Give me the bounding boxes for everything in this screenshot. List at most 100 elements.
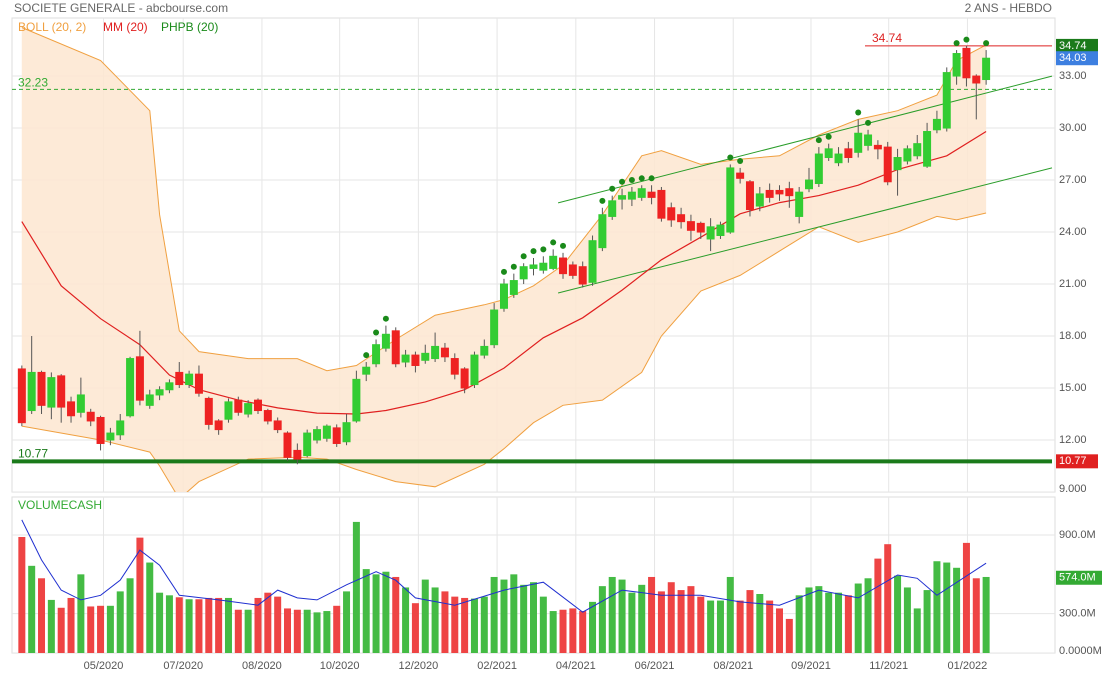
- chart-title: SOCIETE GENERALE - abcbourse.com: [14, 1, 228, 15]
- candle-body: [913, 143, 922, 157]
- volume-average: [21, 519, 987, 613]
- candle-body: [67, 401, 76, 417]
- candle-body: [549, 255, 558, 269]
- x-tick-label: 10/2020: [320, 660, 360, 672]
- candle-body: [27, 371, 36, 412]
- candle-body: [785, 188, 794, 197]
- volume-bar: [372, 574, 380, 653]
- x-tick-label: 09/2021: [791, 660, 831, 672]
- volume-bar: [884, 544, 892, 653]
- volume-bar: [667, 582, 675, 653]
- candle-body: [332, 427, 341, 444]
- candle-body: [431, 345, 440, 360]
- volume-bar: [215, 597, 223, 653]
- volume-bar: [461, 597, 469, 653]
- volume-plot: [12, 497, 1055, 653]
- candle-body: [667, 207, 676, 221]
- legend-entry: BOLL (20, 2): [18, 20, 86, 34]
- x-tick-label: 08/2020: [242, 660, 282, 672]
- candle-body: [539, 262, 548, 271]
- candle-body: [47, 377, 56, 408]
- volume-bar: [687, 586, 695, 653]
- candle-body: [716, 224, 725, 237]
- candle-body: [923, 131, 932, 167]
- volume-bar: [746, 590, 754, 653]
- volume-bar: [224, 597, 232, 653]
- volume-bar: [707, 600, 715, 653]
- volume-bar: [903, 587, 911, 653]
- volume-bar: [57, 607, 65, 653]
- x-tick-label: 02/2021: [477, 660, 517, 672]
- volume-bar: [185, 599, 193, 653]
- candle-body: [460, 368, 469, 389]
- volume-bar: [156, 592, 164, 653]
- volume-bar: [766, 600, 774, 653]
- volume-bar: [382, 571, 390, 653]
- candle-body: [263, 410, 272, 422]
- volume-bar: [569, 608, 577, 653]
- signal-dot: [855, 109, 862, 116]
- volume-bar: [815, 586, 823, 653]
- volume-bar: [146, 562, 154, 653]
- candle-body: [529, 264, 538, 269]
- volume-bar: [392, 576, 400, 653]
- candle-body: [982, 57, 991, 81]
- x-tick-label: 06/2021: [635, 660, 675, 672]
- volume-bar: [97, 605, 105, 653]
- candle-body: [736, 172, 745, 179]
- volume-bar: [136, 537, 144, 653]
- y-tick-label: 12.00: [1059, 434, 1087, 446]
- candle-body: [864, 134, 873, 146]
- y-tick-label: 30.00: [1059, 122, 1087, 134]
- volume-bar: [411, 603, 419, 653]
- volume-bar: [352, 521, 360, 653]
- volume-bar: [116, 591, 124, 653]
- candle-body: [559, 257, 568, 275]
- level-label: 34.74: [872, 31, 902, 45]
- volume-bar: [953, 567, 961, 653]
- y-tick-label: 21.00: [1059, 278, 1087, 290]
- candle-body: [283, 432, 292, 458]
- candle-body: [657, 189, 666, 219]
- y-tick-label: 33.00: [1059, 70, 1087, 82]
- period: 2 ANS - HEBDO: [965, 1, 1052, 15]
- signal-dot: [363, 352, 370, 359]
- candle-body: [805, 179, 814, 190]
- volume-bar: [726, 576, 734, 653]
- volume-bar: [441, 591, 449, 653]
- volume-bar: [972, 578, 980, 653]
- candle-body: [17, 368, 26, 424]
- candle-body: [726, 167, 735, 233]
- signal-dot: [619, 178, 626, 185]
- candle-body: [706, 226, 715, 240]
- volume-bar: [598, 586, 606, 653]
- volume-bar: [126, 578, 134, 653]
- volume-bar: [87, 606, 95, 653]
- candle-body: [204, 397, 213, 425]
- volume-bar: [874, 558, 882, 653]
- candle-body: [273, 420, 282, 431]
- signal-dot: [825, 133, 832, 140]
- candle-body: [372, 344, 381, 365]
- last-label-box: [1056, 51, 1098, 66]
- signal-dot: [638, 175, 645, 182]
- candle-body: [627, 191, 636, 200]
- candle-body: [155, 389, 164, 396]
- candle-body: [411, 354, 420, 366]
- candle-body: [244, 403, 253, 415]
- candle-body: [234, 399, 243, 413]
- volume-bar: [962, 542, 970, 653]
- volume-bar: [67, 597, 75, 653]
- volume-bar: [77, 574, 85, 653]
- trendline: [557, 75, 1053, 204]
- candle-body: [391, 330, 400, 365]
- signal-dot: [550, 239, 557, 246]
- volume-bar: [559, 609, 567, 653]
- signal-dot: [953, 40, 960, 47]
- trendline: [557, 167, 1053, 294]
- volume-bar: [638, 584, 646, 653]
- candle-body: [401, 354, 410, 363]
- candle-body: [165, 382, 174, 391]
- candle-body: [519, 266, 528, 280]
- high-label: 34.74: [1059, 40, 1087, 52]
